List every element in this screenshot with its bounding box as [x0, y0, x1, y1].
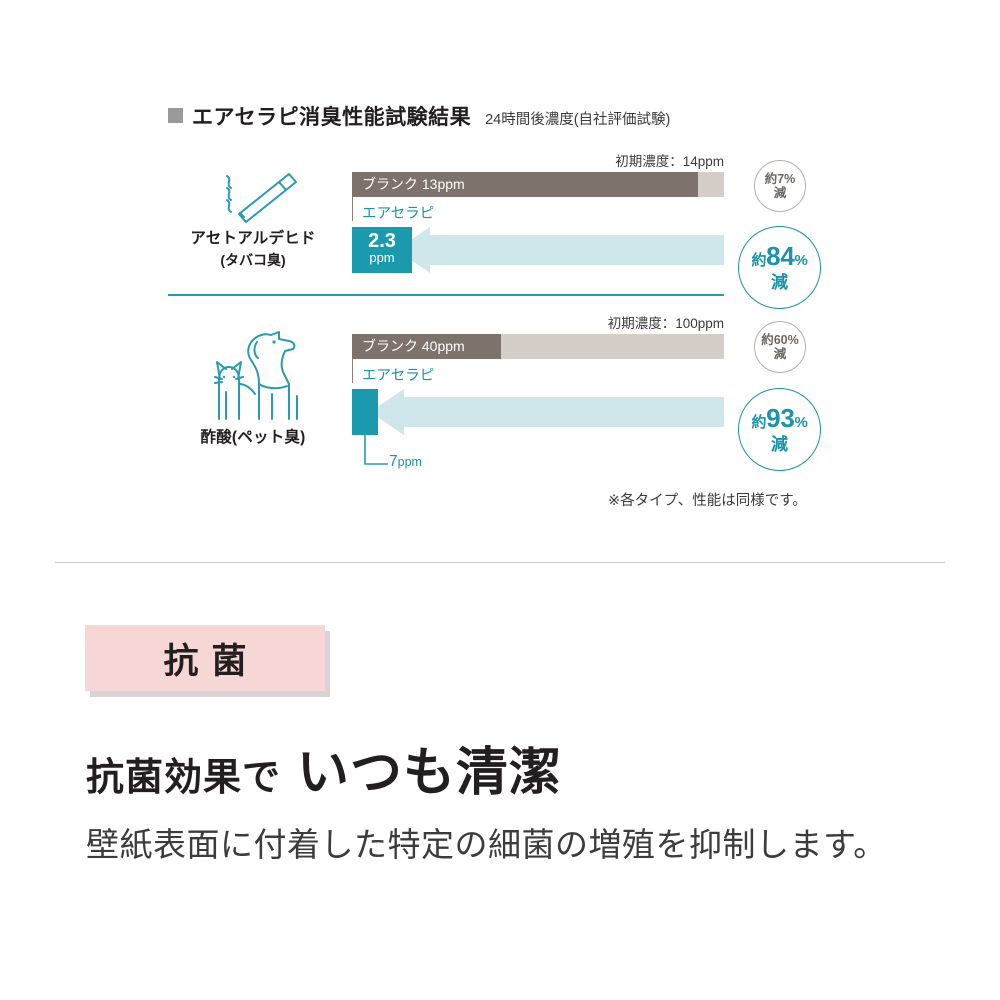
badge-number: 93	[766, 402, 795, 433]
initial-concentration-label: 初期濃度：14ppm	[615, 154, 724, 169]
category-label: アセトアルデヒド	[190, 230, 316, 247]
category-block-acetic-acid: 酢酸(ペット臭)	[168, 320, 338, 447]
badge-percent: 約93%	[751, 402, 808, 435]
cat-dog-icon	[168, 320, 338, 425]
callout-unit: ppm	[397, 455, 422, 469]
value-callout: 7ppm	[352, 432, 472, 476]
product-value-unit: ppm	[369, 250, 395, 265]
category-block-acetaldehyde: アセトアルデヒド (タバコ臭)	[168, 164, 338, 270]
badge-percent-sign: %	[794, 413, 808, 431]
reduction-arrow-icon	[370, 389, 724, 435]
badge-product-reduction-acetic-acid: 約93% 減	[738, 388, 821, 471]
reduction-arrow-icon	[396, 227, 724, 273]
category-label: 酢酸(ペット臭)	[200, 429, 306, 446]
badge-percent-sign: %	[794, 251, 808, 269]
chart-header: エアセラピ消臭性能試験結果 24時間後濃度(自社評価試験)	[168, 101, 670, 131]
antibacterial-body-text: 壁紙表面に付着した特定の細菌の増殖を抑制します。	[86, 826, 887, 863]
badge-suffix: 減	[773, 185, 787, 200]
badge-percent: 約60%	[761, 332, 799, 347]
section-divider	[55, 562, 945, 563]
product-label: エアセラピ	[362, 206, 435, 222]
product-value-bar	[352, 389, 378, 435]
heading-small-text: 抗菌効果で	[86, 757, 282, 799]
product-value-box: 2.3 ppm	[352, 227, 412, 273]
axis-tick	[352, 197, 353, 221]
category-sublabel: (タバコ臭)	[220, 252, 286, 268]
badge-prefix: 約	[751, 413, 767, 431]
row-divider	[168, 294, 724, 297]
axis-tick	[352, 359, 353, 383]
callout-number: 7	[389, 453, 398, 470]
heading-big-text: いつも清潔	[297, 744, 563, 802]
deodorant-chart-section: エアセラピ消臭性能試験結果 24時間後濃度(自社評価試験)	[0, 101, 1000, 509]
antibacterial-tag-label: 抗菌	[163, 641, 260, 681]
badge-percent: 約7%	[764, 171, 796, 186]
callout-value: 7ppm	[389, 453, 422, 471]
blank-bar-label: ブランク 13ppm	[362, 176, 465, 192]
reduction-arrow-group: 2.3 ppm	[352, 227, 724, 273]
chart-title: エアセラピ消臭性能試験結果	[192, 106, 472, 129]
chart-note: ※各タイプ、性能は同様です。	[608, 493, 807, 509]
chart-subtitle: 24時間後濃度(自社評価試験)	[485, 112, 671, 128]
badge-suffix: 減	[771, 272, 788, 292]
blank-bar-track: ブランク 13ppm	[352, 172, 724, 197]
blank-bar-track: ブランク 40ppm	[352, 334, 724, 359]
badge-blank-reduction-acetic-acid: 約60% 減	[754, 321, 806, 373]
initial-concentration-label: 初期濃度：100ppm	[607, 316, 724, 331]
badge-suffix: 減	[773, 346, 787, 361]
badge-percent: 約84%	[751, 240, 808, 273]
blank-bar-fill	[352, 334, 501, 359]
badge-prefix: 約	[751, 251, 767, 269]
badge-blank-reduction-acetaldehyde: 約7% 減	[754, 160, 806, 212]
blank-bar-label: ブランク 40ppm	[362, 338, 465, 354]
chart-row-acetaldehyde: アセトアルデヒド (タバコ臭) 初期濃度：14ppm ブランク 13ppm エア…	[0, 150, 1000, 309]
badge-product-reduction-acetaldehyde: 約84% 減	[738, 226, 821, 309]
product-label: エアセラピ	[362, 368, 435, 384]
reduction-arrow-group	[352, 389, 724, 435]
cigarette-icon	[168, 164, 338, 226]
antibacterial-tag: 抗菌	[85, 625, 325, 691]
square-bullet-icon	[168, 108, 183, 123]
chart-row-acetic-acid: 酢酸(ペット臭) 初期濃度：100ppm ブランク 40ppm エアセラピ	[0, 312, 1000, 477]
badge-number: 84	[766, 240, 795, 271]
badge-suffix: 減	[771, 434, 788, 454]
product-value-number: 2.3	[368, 230, 396, 252]
blank-bar-fill	[352, 172, 698, 197]
antibacterial-heading: 抗菌効果で いつも清潔	[86, 730, 562, 805]
